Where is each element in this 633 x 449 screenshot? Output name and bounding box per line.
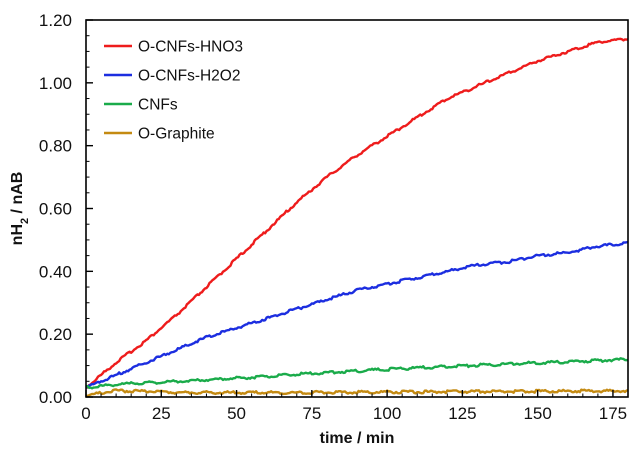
y-axis-title-subscript: 2 xyxy=(19,218,31,224)
legend: O-CNFs-HNO3 O-CNFs-H2O2 CNFs O-Graphite xyxy=(104,39,243,143)
ticks-layer: 0 25 50 75 100 125 150 175 0.00 0.20 0.40 0.60 0.80 1… xyxy=(39,11,627,423)
legend-label: O-CNFs-H2O2 xyxy=(138,68,240,85)
x-tick-label: 50 xyxy=(227,404,246,423)
y-tick-label: 0.40 xyxy=(39,262,72,281)
y-tick-label: 0.20 xyxy=(39,325,72,344)
y-tick-label: 0.00 xyxy=(39,388,72,407)
y-tick-label: 1.20 xyxy=(39,11,72,30)
x-axis-title: time / min xyxy=(320,430,395,447)
y-tick-label: 1.00 xyxy=(39,74,72,93)
legend-label: O-Graphite xyxy=(138,126,215,143)
y-tick-label: 0.60 xyxy=(39,200,72,219)
legend-label: CNFs xyxy=(138,97,178,114)
x-tick-label: 175 xyxy=(599,404,627,423)
x-tick-label: 100 xyxy=(373,404,401,423)
series-line-cnfs xyxy=(85,357,629,390)
x-tick-label: 25 xyxy=(152,404,171,423)
legend-item: CNFs xyxy=(104,97,178,114)
x-tick-label: 0 xyxy=(81,404,90,423)
y-axis-title-main: nH xyxy=(9,224,26,245)
legend-item: O-CNFs-HNO3 xyxy=(104,39,243,56)
legend-item: O-Graphite xyxy=(104,126,215,143)
series-line-o-cnfs-hno3 xyxy=(85,37,629,389)
y-axis-title: nH2 / nAB xyxy=(9,172,31,246)
x-tick-label: 125 xyxy=(448,404,476,423)
legend-item: O-CNFs-H2O2 xyxy=(104,68,240,85)
x-tick-label: 75 xyxy=(302,404,321,423)
y-axis-title-rest: / nAB xyxy=(9,172,26,218)
legend-label: O-CNFs-HNO3 xyxy=(138,39,243,56)
series-line-o-cnfs-h2o2 xyxy=(85,240,629,389)
series-layer xyxy=(85,37,629,398)
x-tick-label: 150 xyxy=(523,404,551,423)
y-tick-label: 0.80 xyxy=(39,137,72,156)
